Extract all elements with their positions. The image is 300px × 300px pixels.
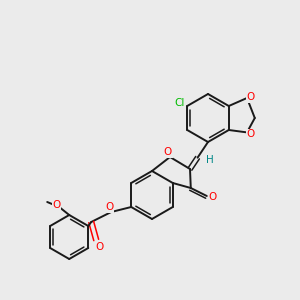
Text: O: O	[247, 129, 255, 140]
Text: O: O	[95, 242, 103, 252]
Text: H: H	[206, 155, 213, 165]
Text: O: O	[105, 202, 113, 212]
Text: Cl: Cl	[174, 98, 184, 108]
Text: O: O	[209, 192, 217, 202]
Text: O: O	[52, 200, 60, 210]
Text: O: O	[164, 147, 172, 157]
Text: O: O	[247, 92, 255, 102]
